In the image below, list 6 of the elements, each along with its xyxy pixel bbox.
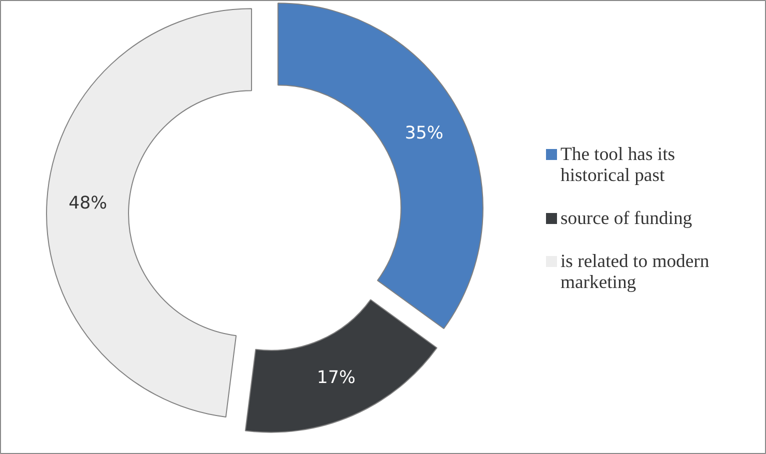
data-label: 48% — [68, 193, 108, 214]
legend-label: The tool has its historical past — [560, 144, 676, 186]
data-label: 17% — [316, 368, 356, 388]
legend-label: source of funding — [560, 208, 692, 229]
data-label: 35% — [404, 124, 444, 144]
legend-label: is related to modern marketing — [560, 251, 710, 293]
